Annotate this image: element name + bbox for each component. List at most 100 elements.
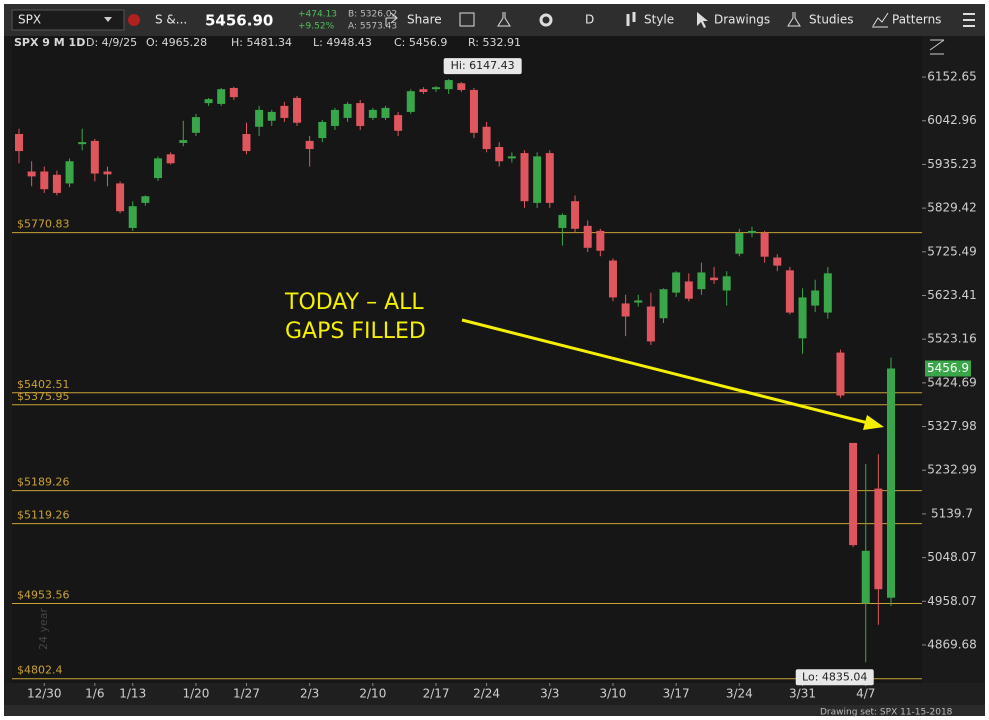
description: S &... [155, 13, 187, 27]
candle-body [166, 154, 175, 164]
candle-body [15, 134, 23, 152]
settings-icon[interactable] [539, 13, 553, 27]
candle-body [444, 80, 453, 90]
candle-body [394, 115, 403, 131]
x-tick-label: 2/3 [300, 687, 319, 701]
candle-body [141, 196, 150, 203]
drawings-icon[interactable] [697, 12, 708, 28]
x-tick-label: 4/7 [856, 687, 875, 701]
level-label: $5402.51 [17, 378, 70, 391]
info-item: SPX 9 M 1D [14, 36, 85, 49]
candle-body [368, 109, 377, 118]
annotation-text: TODAY – ALL [284, 290, 424, 315]
scrollbar[interactable] [4, 705, 985, 716]
candle-body [571, 201, 580, 229]
candle-body [242, 134, 251, 152]
y-tick-label: 6042.96 [927, 113, 977, 127]
x-tick-label: 1/20 [182, 687, 209, 701]
level-label: $4953.56 [17, 588, 70, 601]
y-tick-label: 4869.68 [927, 637, 977, 651]
last-price-box [925, 360, 971, 377]
y-tick-label: 5232.99 [927, 463, 977, 477]
candle-body [469, 89, 478, 133]
candle-body [343, 103, 352, 118]
candle-body [823, 273, 832, 313]
symbol-box[interactable] [11, 9, 125, 31]
annotation-arrow [461, 318, 877, 427]
y-tick-label: 5048.07 [927, 550, 977, 564]
candle-body [533, 156, 542, 203]
candle-body [773, 257, 782, 266]
grid-icon[interactable] [459, 12, 475, 27]
y-tick-label: 5935.23 [927, 157, 977, 171]
timeframe-button[interactable]: D [585, 13, 594, 27]
menu-icon[interactable] [963, 13, 975, 27]
info-item: O: 4965.28 [146, 36, 207, 49]
candle-body [330, 109, 339, 126]
flask-icon[interactable] [497, 12, 511, 27]
info-item: R: 532.91 [468, 36, 521, 49]
candle-body [621, 303, 630, 317]
candle-body [65, 161, 74, 184]
candle-body [760, 232, 769, 257]
watermark: 24 year [37, 607, 50, 650]
candle-body [204, 99, 213, 104]
y-tick-label: 5424.69 [927, 375, 977, 389]
share-icon[interactable] [385, 12, 398, 26]
candle-body [545, 153, 554, 203]
candle-body [457, 83, 466, 90]
x-tick-label: 3/17 [663, 687, 690, 701]
level-label: $4802.4 [17, 664, 63, 677]
dropdown-arrow[interactable] [104, 17, 112, 22]
y-tick-label: 5327.98 [927, 419, 977, 433]
candle-body [608, 260, 617, 298]
alert-icon[interactable] [128, 14, 140, 26]
drawings-button[interactable]: Drawings [714, 13, 770, 27]
candle-body [318, 121, 327, 139]
candle-body [356, 103, 365, 126]
patterns-button[interactable]: Patterns [892, 13, 941, 27]
scale-icon[interactable] [929, 39, 945, 55]
candle-body [697, 272, 706, 290]
candle-body [78, 142, 87, 145]
candle-body [154, 158, 163, 179]
bid: B: 5326.02 [348, 10, 397, 20]
candle-body [596, 230, 605, 251]
info-item: D: 4/9/25 [86, 36, 137, 49]
candle-body [684, 281, 693, 299]
plot-area [12, 36, 922, 683]
candle-body [747, 230, 756, 233]
symbol[interactable]: SPX [18, 13, 41, 27]
level-label: $5375.95 [17, 390, 70, 403]
style-icon[interactable] [626, 12, 636, 26]
x-tick-label: 2/17 [423, 687, 450, 701]
candle-body [849, 442, 858, 546]
candle-body [280, 105, 289, 118]
studies-button[interactable]: Studies [809, 13, 854, 27]
y-tick-label: 5623.41 [927, 288, 977, 302]
studies-icon[interactable] [787, 12, 801, 27]
style-button[interactable]: Style [644, 13, 674, 27]
level-label: $5189.26 [17, 476, 70, 489]
candle-body [634, 300, 643, 303]
x-tick-label: 3/31 [789, 687, 816, 701]
high-marker-box [443, 58, 522, 75]
y-tick-label: 5139.7 [931, 506, 973, 520]
annotation-arrowhead [863, 415, 884, 430]
info-item: C: 5456.9 [394, 36, 447, 49]
candle-body [672, 272, 681, 293]
share-button[interactable]: Share [407, 13, 442, 27]
annotation-text: GAPS FILLED [285, 319, 426, 344]
patterns-icon[interactable] [872, 12, 889, 28]
x-tick-label: 3/10 [599, 687, 626, 701]
x-tick-label: 1/6 [85, 687, 104, 701]
candle-body [128, 206, 137, 228]
candle-body [255, 109, 264, 127]
candle-body [406, 91, 415, 112]
candle-body [887, 368, 895, 598]
candle-body [507, 156, 516, 159]
candle-body [836, 352, 845, 396]
candle-body [116, 183, 125, 212]
candle-body [482, 126, 491, 150]
